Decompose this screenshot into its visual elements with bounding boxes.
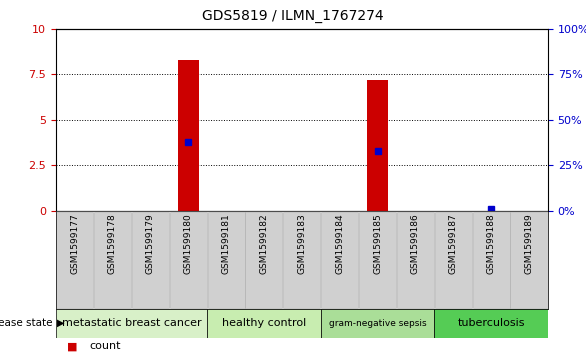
Text: GSM1599187: GSM1599187 (449, 213, 458, 274)
Text: GSM1599184: GSM1599184 (335, 213, 344, 274)
FancyBboxPatch shape (169, 212, 207, 307)
FancyBboxPatch shape (94, 212, 131, 307)
Text: GDS5819 / ILMN_1767274: GDS5819 / ILMN_1767274 (202, 9, 384, 23)
Text: GSM1599189: GSM1599189 (524, 213, 533, 274)
Bar (178, 60, 199, 211)
FancyBboxPatch shape (207, 212, 244, 307)
Text: count: count (90, 341, 121, 351)
FancyBboxPatch shape (510, 212, 547, 307)
FancyBboxPatch shape (359, 212, 396, 307)
Text: gram-negative sepsis: gram-negative sepsis (329, 319, 427, 327)
FancyBboxPatch shape (246, 212, 282, 307)
FancyBboxPatch shape (56, 212, 93, 307)
FancyBboxPatch shape (132, 212, 169, 307)
FancyBboxPatch shape (207, 309, 321, 338)
Bar (367, 80, 388, 211)
Text: GSM1599182: GSM1599182 (260, 213, 268, 274)
Text: GSM1599177: GSM1599177 (70, 213, 79, 274)
Text: disease state: disease state (0, 318, 53, 328)
Text: metastatic breast cancer: metastatic breast cancer (62, 318, 201, 328)
FancyBboxPatch shape (321, 212, 358, 307)
Text: ■: ■ (67, 341, 78, 351)
FancyBboxPatch shape (397, 212, 434, 307)
FancyBboxPatch shape (56, 309, 207, 338)
FancyBboxPatch shape (435, 212, 472, 307)
Text: healthy control: healthy control (222, 318, 306, 328)
Text: GSM1599186: GSM1599186 (411, 213, 420, 274)
Text: GSM1599179: GSM1599179 (146, 213, 155, 274)
FancyBboxPatch shape (472, 212, 510, 307)
Text: GSM1599178: GSM1599178 (108, 213, 117, 274)
Text: GSM1599180: GSM1599180 (183, 213, 193, 274)
Text: tuberculosis: tuberculosis (457, 318, 525, 328)
FancyBboxPatch shape (283, 212, 321, 307)
Text: GSM1599181: GSM1599181 (222, 213, 230, 274)
Text: GSM1599183: GSM1599183 (297, 213, 306, 274)
FancyBboxPatch shape (321, 309, 434, 338)
Text: GSM1599185: GSM1599185 (373, 213, 382, 274)
Text: GSM1599188: GSM1599188 (486, 213, 496, 274)
FancyBboxPatch shape (434, 309, 548, 338)
Text: ▶: ▶ (57, 318, 64, 328)
